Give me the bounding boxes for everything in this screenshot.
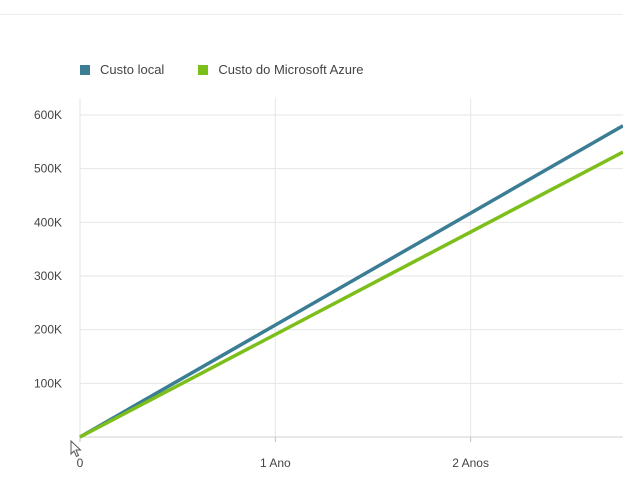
- y-tick-label-1: 200K: [34, 323, 62, 337]
- top-divider: [0, 14, 623, 15]
- legend-swatch-custo-local: [80, 64, 90, 75]
- x-tick-label-2: 2 Anos: [452, 456, 489, 470]
- y-tick-label-4: 500K: [34, 162, 62, 176]
- legend-item-custo-local[interactable]: Custo local: [80, 62, 164, 77]
- mouse-pointer-icon: [70, 440, 82, 458]
- x-tick-label-1: 1 Ano: [260, 456, 291, 470]
- y-tick-label-5: 600K: [34, 108, 62, 122]
- y-tick-label-3: 400K: [34, 215, 62, 229]
- series-line-1: [79, 150, 623, 439]
- chart-legend: Custo local Custo do Microsoft Azure: [80, 62, 364, 77]
- legend-item-custo-azure[interactable]: Custo do Microsoft Azure: [198, 62, 364, 77]
- series-line-0: [79, 124, 623, 439]
- legend-label-custo-local: Custo local: [100, 62, 165, 77]
- x-tick-label-0: 0: [77, 456, 84, 470]
- y-tick-label-2: 300K: [34, 269, 62, 283]
- legend-swatch-custo-azure: [198, 64, 209, 75]
- legend-label-custo-azure: Custo do Microsoft Azure: [218, 62, 364, 77]
- y-tick-label-0: 100K: [34, 376, 62, 390]
